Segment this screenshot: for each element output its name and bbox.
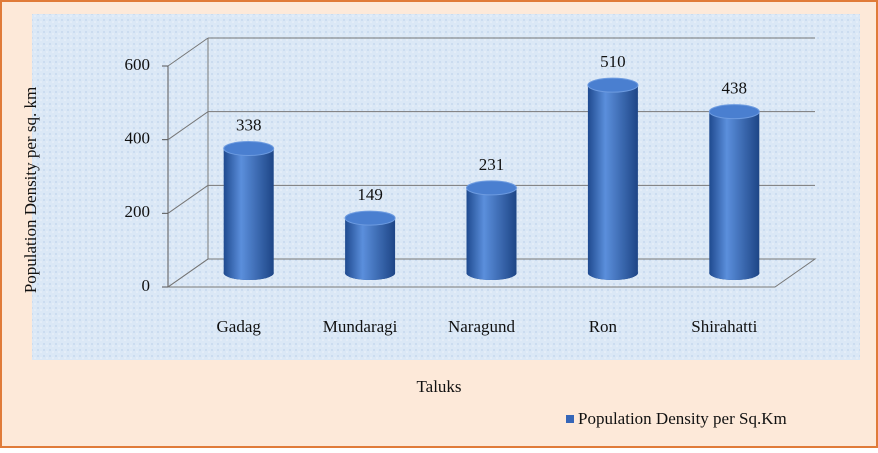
data-label: 438 — [722, 79, 748, 98]
x-tick-label: Mundaragi — [323, 317, 398, 336]
grid-diagonal — [167, 111, 209, 141]
bar — [587, 85, 638, 281]
cylinder-top — [466, 180, 517, 196]
y-axis-label: Population Density per sq. km — [21, 87, 40, 293]
x-tick-label: Gadag — [217, 317, 262, 336]
cylinder-top — [708, 104, 760, 120]
cylinder-top — [344, 210, 396, 226]
y-tick-label: 200 — [125, 202, 151, 221]
bar — [466, 187, 517, 280]
grid-diagonal — [167, 258, 209, 288]
grid-diagonal — [167, 184, 209, 214]
data-label: 231 — [479, 155, 505, 174]
data-label: 510 — [600, 52, 626, 71]
bar — [223, 148, 274, 280]
bar — [345, 218, 396, 280]
x-axis-label: Taluks — [416, 377, 461, 396]
y-tick-label: 400 — [125, 129, 151, 148]
legend-swatch — [566, 415, 574, 423]
y-tick-label: 0 — [142, 276, 151, 295]
data-label: 338 — [236, 115, 262, 134]
y-tick-label: 600 — [125, 55, 151, 74]
x-tick-label: Shirahatti — [691, 317, 757, 336]
legend-label: Population Density per Sq.Km — [578, 409, 787, 428]
bar — [709, 111, 760, 280]
cylinder-top — [223, 141, 275, 157]
data-label: 149 — [357, 185, 383, 204]
x-tick-label: Ron — [589, 317, 618, 336]
grid-diagonal — [167, 37, 209, 67]
x-tick-label: Naragund — [448, 317, 516, 336]
cylinder-top — [587, 77, 639, 93]
